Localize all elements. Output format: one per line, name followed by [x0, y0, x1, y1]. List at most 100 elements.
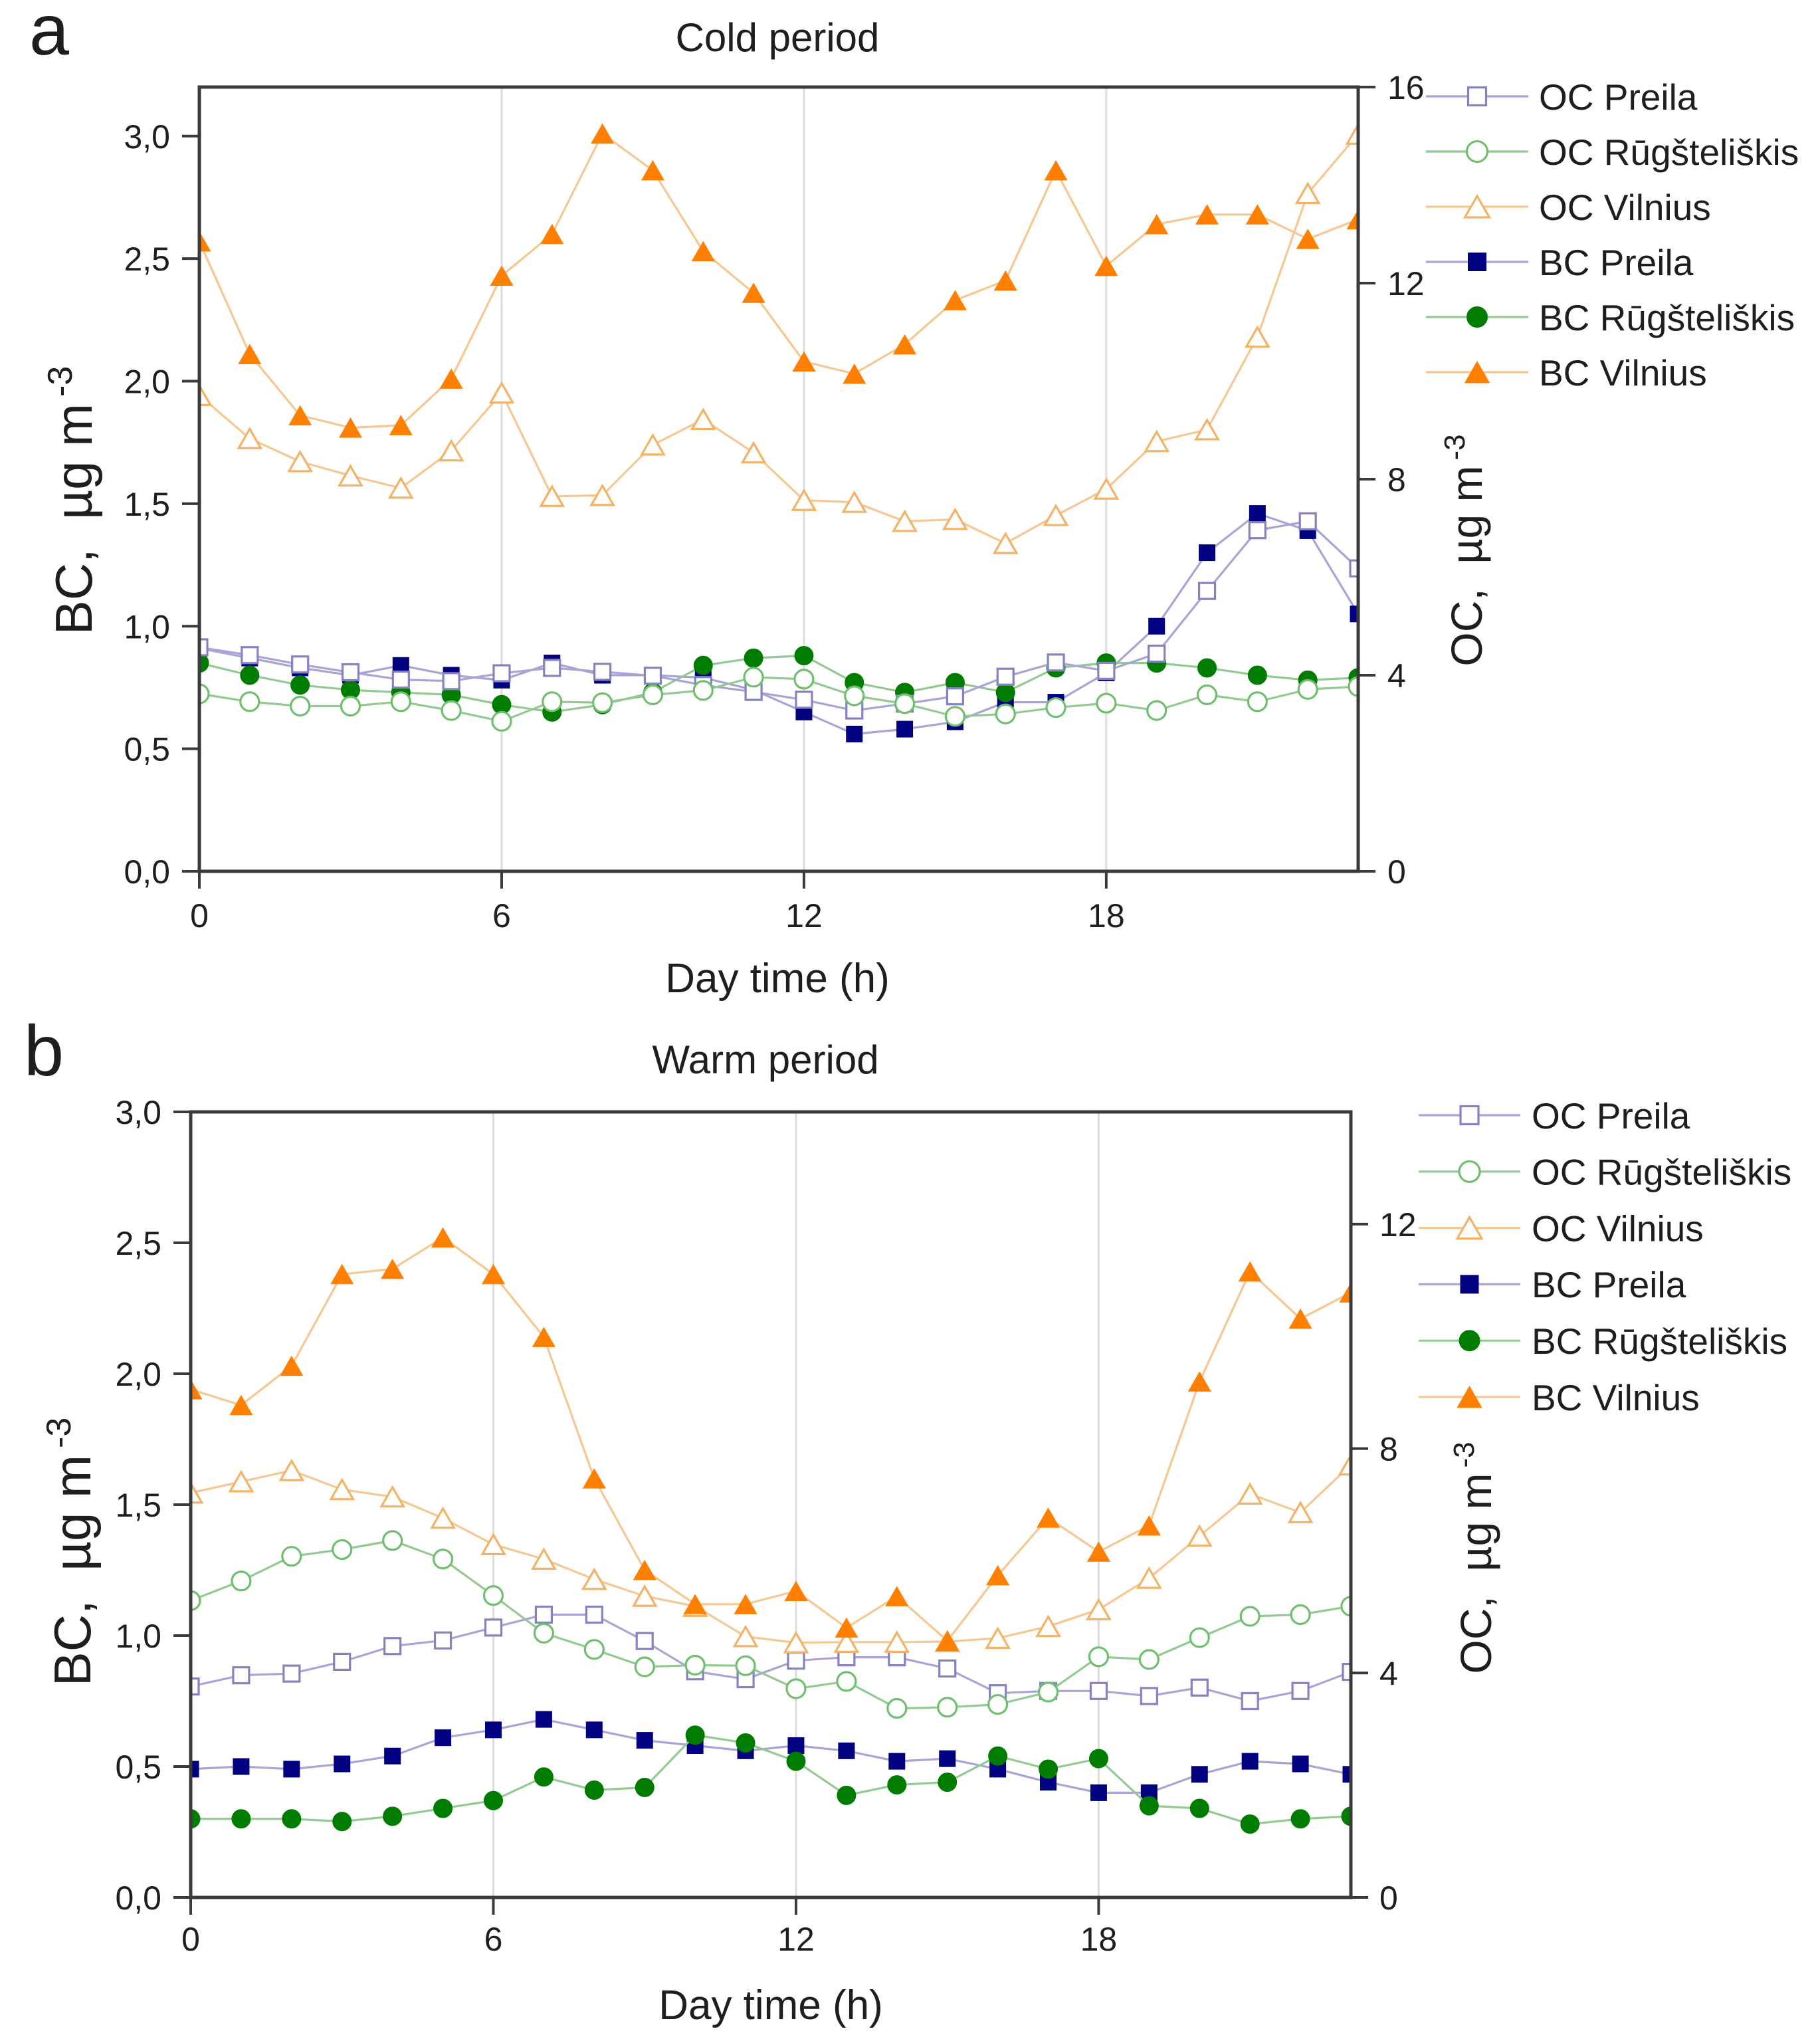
data-point-oc-rugsteliskis-h7: [533, 1622, 554, 1644]
series-line-bc-vilnius: [199, 132, 1358, 429]
series-line-oc-vilnius: [191, 1463, 1351, 1644]
data-point-bc-rugsteliskis-h2: [290, 675, 310, 695]
data-point-bc-vilnius-h5: [439, 368, 463, 389]
data-point-bc-rugsteliskis-h13: [837, 1785, 857, 1805]
y2-axis-label-text: OC, µg m: [1451, 1473, 1500, 1674]
data-point-bc-preila-h2: [283, 1761, 300, 1778]
data-point-oc-vilnius-h5: [438, 439, 464, 462]
data-point-oc-preila-h7: [543, 659, 561, 677]
y2-tick-label: 12: [1387, 265, 1425, 302]
data-point-oc-vilnius-h23: [1345, 122, 1358, 145]
data-point-bc-vilnius-h0: [199, 231, 211, 252]
data-point-oc-rugsteliskis-h0: [191, 1590, 201, 1611]
data-point-oc-vilnius-h11: [732, 1624, 759, 1648]
data-point-oc-preila-h15: [946, 687, 964, 706]
data-point-oc-preila-h2: [282, 1664, 301, 1683]
legend-item-bc-vilnius: BC Vilnius: [1419, 1377, 1700, 1418]
data-point-oc-rugsteliskis-h6: [482, 1585, 504, 1606]
x-tick-label: 0: [181, 1921, 200, 1958]
data-point-oc-preila-h5: [442, 672, 460, 691]
data-point-bc-rugsteliskis-h20: [1189, 1798, 1209, 1818]
data-point-oc-vilnius-h19: [1144, 429, 1170, 453]
panel-a: a Cold period 0,0 0,5 1,0 1,5 2,0 2,5 3,0 0 4 8 12…: [29, 0, 1799, 1002]
series-oc-vilnius: [199, 122, 1358, 554]
legend-item-oc-preila: OC Preila: [1426, 76, 1698, 118]
legend-item-bc-preila: BC Preila: [1419, 1264, 1686, 1305]
data-point-oc-vilnius-h19: [1136, 1566, 1162, 1589]
data-point-bc-rugsteliskis-h19: [1139, 1796, 1159, 1816]
data-point-oc-vilnius-h11: [740, 441, 767, 464]
data-point-oc-rugsteliskis-h2: [290, 695, 311, 717]
y-tick-label: 2,0: [124, 364, 170, 401]
data-point-oc-preila-h0: [199, 638, 209, 657]
data-point-bc-vilnius-h4: [389, 415, 413, 435]
data-point-oc-preila-h22: [1298, 512, 1317, 531]
data-point-oc-vilnius-h17: [1035, 1614, 1061, 1638]
data-point-oc-rugsteliskis-h14: [894, 693, 916, 714]
data-point-bc-vilnius-h22: [1288, 1308, 1312, 1329]
data-point-oc-preila-h6: [492, 664, 511, 683]
legend-label: OC Preila: [1539, 76, 1698, 118]
x-tick-label: 6: [484, 1921, 503, 1958]
data-point-bc-rugsteliskis-h1: [240, 665, 260, 685]
legend: OC Preila OC Rūgšteliškis OC Vilnius BC Pre…: [1419, 1095, 1791, 1418]
data-point-oc-preila-h4: [383, 1637, 402, 1656]
data-point-bc-preila-h21: [1249, 505, 1266, 522]
data-point-bc-preila-h14: [888, 1753, 906, 1770]
data-point-bc-vilnius-h9: [641, 160, 664, 181]
data-point-oc-preila-h12: [787, 1652, 805, 1670]
data-point-oc-preila-h2: [291, 655, 310, 674]
data-point-oc-rugsteliskis-h5: [441, 700, 462, 721]
data-point-oc-preila-h4: [391, 671, 410, 689]
series-bc-preila: [191, 1711, 1351, 1801]
data-point-oc-preila-h21: [1248, 521, 1266, 540]
data-point-bc-preila-h20: [1191, 1766, 1208, 1783]
data-point-oc-preila-h19: [1148, 644, 1166, 663]
panel-label: a: [29, 0, 70, 70]
legend-item-bc-vilnius: BC Vilnius: [1426, 352, 1707, 393]
data-point-oc-rugsteliskis-h23: [1348, 676, 1358, 697]
data-point-oc-rugsteliskis-h6: [491, 710, 512, 732]
data-point-bc-vilnius-h8: [582, 1468, 606, 1489]
data-point-oc-vilnius-h14: [892, 509, 918, 532]
data-point-oc-rugsteliskis-h0: [199, 683, 210, 704]
data-point-oc-rugsteliskis-h21: [1239, 1606, 1261, 1627]
legend-item-oc-vilnius: OC Vilnius: [1419, 1208, 1704, 1249]
data-point-oc-rugsteliskis-h2: [281, 1546, 302, 1567]
data-point-bc-vilnius-h20: [1187, 1371, 1211, 1392]
data-point-oc-vilnius-h3: [338, 464, 363, 486]
data-point-oc-rugsteliskis-h16: [995, 703, 1016, 724]
data-point-bc-preila-h6: [484, 1721, 502, 1739]
legend-label: OC Vilnius: [1532, 1208, 1704, 1249]
legend-label: BC Vilnius: [1539, 352, 1707, 393]
legend-marker-icon: [1460, 1275, 1479, 1294]
data-point-bc-rugsteliskis-h0: [191, 1809, 201, 1829]
series-oc-rugsteliskis: [199, 667, 1358, 732]
data-point-oc-preila-h8: [593, 663, 612, 681]
y2-axis-label-superscript: -3: [1439, 434, 1471, 460]
legend-item-bc-preila: BC Preila: [1426, 242, 1694, 283]
data-point-oc-preila-h15: [938, 1659, 957, 1678]
data-point-oc-preila-h22: [1291, 1681, 1310, 1700]
data-point-oc-vilnius-h20: [1194, 417, 1220, 441]
data-point-bc-rugsteliskis-h22: [1290, 1809, 1310, 1829]
data-point-bc-rugsteliskis-h21: [1247, 665, 1267, 685]
data-point-bc-preila-h13: [846, 726, 863, 742]
y-axis-label-right: OC, µg m -3: [1439, 434, 1491, 666]
series-layer: [199, 122, 1358, 742]
data-point-oc-rugsteliskis-h9: [634, 1656, 655, 1677]
data-point-bc-vilnius-h18: [1094, 255, 1118, 276]
data-point-bc-rugsteliskis-h0: [199, 653, 209, 673]
data-point-oc-vilnius-h6: [488, 381, 515, 404]
data-point-bc-vilnius-h2: [288, 405, 312, 426]
data-point-bc-vilnius-h1: [238, 344, 262, 364]
data-point-oc-vilnius-h16: [992, 531, 1019, 554]
data-point-oc-rugsteliskis-h20: [1196, 684, 1218, 706]
data-point-bc-preila-h13: [838, 1742, 855, 1759]
y-axis-label-text: BC, µg m: [43, 1455, 102, 1686]
y2-tick-label: 8: [1387, 461, 1406, 498]
data-point-oc-preila-h1: [232, 1666, 251, 1685]
chart-title: Warm period: [652, 1037, 878, 1082]
data-point-oc-preila-h8: [585, 1605, 603, 1624]
data-point-oc-rugsteliskis-h4: [390, 691, 411, 712]
